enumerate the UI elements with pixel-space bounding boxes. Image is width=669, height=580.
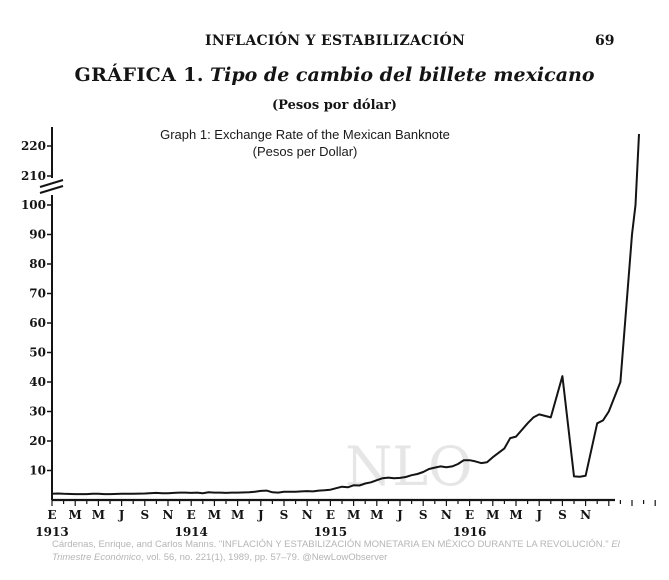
x-tick-label: M (231, 508, 244, 522)
page-number: 69 (595, 33, 615, 49)
x-tick-label: M (509, 508, 522, 522)
exchange-rate-line (51, 133, 640, 496)
x-tick-label: S (140, 508, 149, 522)
x-tick-label: S (419, 508, 428, 522)
axis-break-mark-upper (39, 179, 64, 188)
y-tick-label: 20 (29, 434, 46, 448)
series-layer (51, 133, 640, 496)
year-label: 1915 (314, 525, 347, 539)
chart-title-text: Tipo de cambio del billete mexicano (209, 64, 595, 86)
citation-journal: El Trimestre Económico (52, 539, 620, 563)
x-tick-label: S (558, 508, 567, 522)
x-tick-label: E (47, 508, 56, 522)
x-tick-label: J (396, 508, 403, 522)
axis-break-mark-lower (39, 185, 64, 194)
x-tick-label: N (580, 508, 591, 522)
y-tick-label: 70 (29, 287, 46, 301)
y-tick-label: 210 (21, 169, 46, 183)
y-axis-ticks: 10 20 30 40 50 60 70 80 90 100 210 220 (21, 139, 52, 478)
x-tick-label: M (92, 508, 105, 522)
x-tick-label: J (118, 508, 125, 522)
source-citation: Cárdenas, Enrique, and Carlos Manns. "IN… (52, 538, 652, 564)
running-header: INFLACIÓN Y ESTABILIZACIÓN (205, 33, 466, 49)
year-label: 1914 (174, 525, 207, 539)
translation-subtitle: (Pesos per Dollar) (252, 144, 358, 159)
x-tick-label: E (465, 508, 474, 522)
chart-title-label: GRÁFICA 1. (74, 64, 204, 86)
x-tick-label: N (163, 508, 174, 522)
chart-subtitle: (Pesos por dólar) (272, 98, 397, 113)
x-tick-label: J (535, 508, 542, 522)
x-tick-label: M (69, 508, 82, 522)
y-tick-label: 220 (21, 139, 46, 153)
translation-title: Graph 1: Exchange Rate of the Mexican Ba… (160, 127, 450, 142)
year-label: 1916 (453, 525, 486, 539)
x-tick-label: M (486, 508, 499, 522)
y-tick-label: 50 (29, 346, 46, 360)
citation-main: Cárdenas, Enrique, and Carlos Manns. "IN… (52, 539, 609, 550)
x-tick-label: E (326, 508, 335, 522)
y-tick-label: 10 (29, 464, 46, 478)
citation-tail: , vol. 56, no. 221(1), 1989, pp. 57–79. … (141, 552, 388, 563)
y-tick-label: 80 (29, 257, 46, 271)
y-tick-label: 40 (29, 375, 46, 389)
x-tick-label: J (257, 508, 264, 522)
y-tick-label: 30 (29, 405, 46, 419)
chart-axes (39, 127, 615, 502)
x-tick-label: M (208, 508, 221, 522)
x-tick-label: N (302, 508, 313, 522)
x-tick-label: E (187, 508, 196, 522)
year-label: 1913 (35, 525, 68, 539)
chart-title: GRÁFICA 1. Tipo de cambio del billete me… (0, 64, 669, 86)
y-tick-label: 60 (29, 316, 46, 330)
y-tick-label: 100 (21, 198, 46, 212)
x-tick-label: N (441, 508, 452, 522)
translation-caption: Graph 1: Exchange Rate of the Mexican Ba… (140, 126, 470, 160)
y-tick-label: 90 (29, 228, 46, 242)
x-tick-label: M (370, 508, 383, 522)
x-tick-label: S (280, 508, 289, 522)
x-tick-label: M (347, 508, 360, 522)
